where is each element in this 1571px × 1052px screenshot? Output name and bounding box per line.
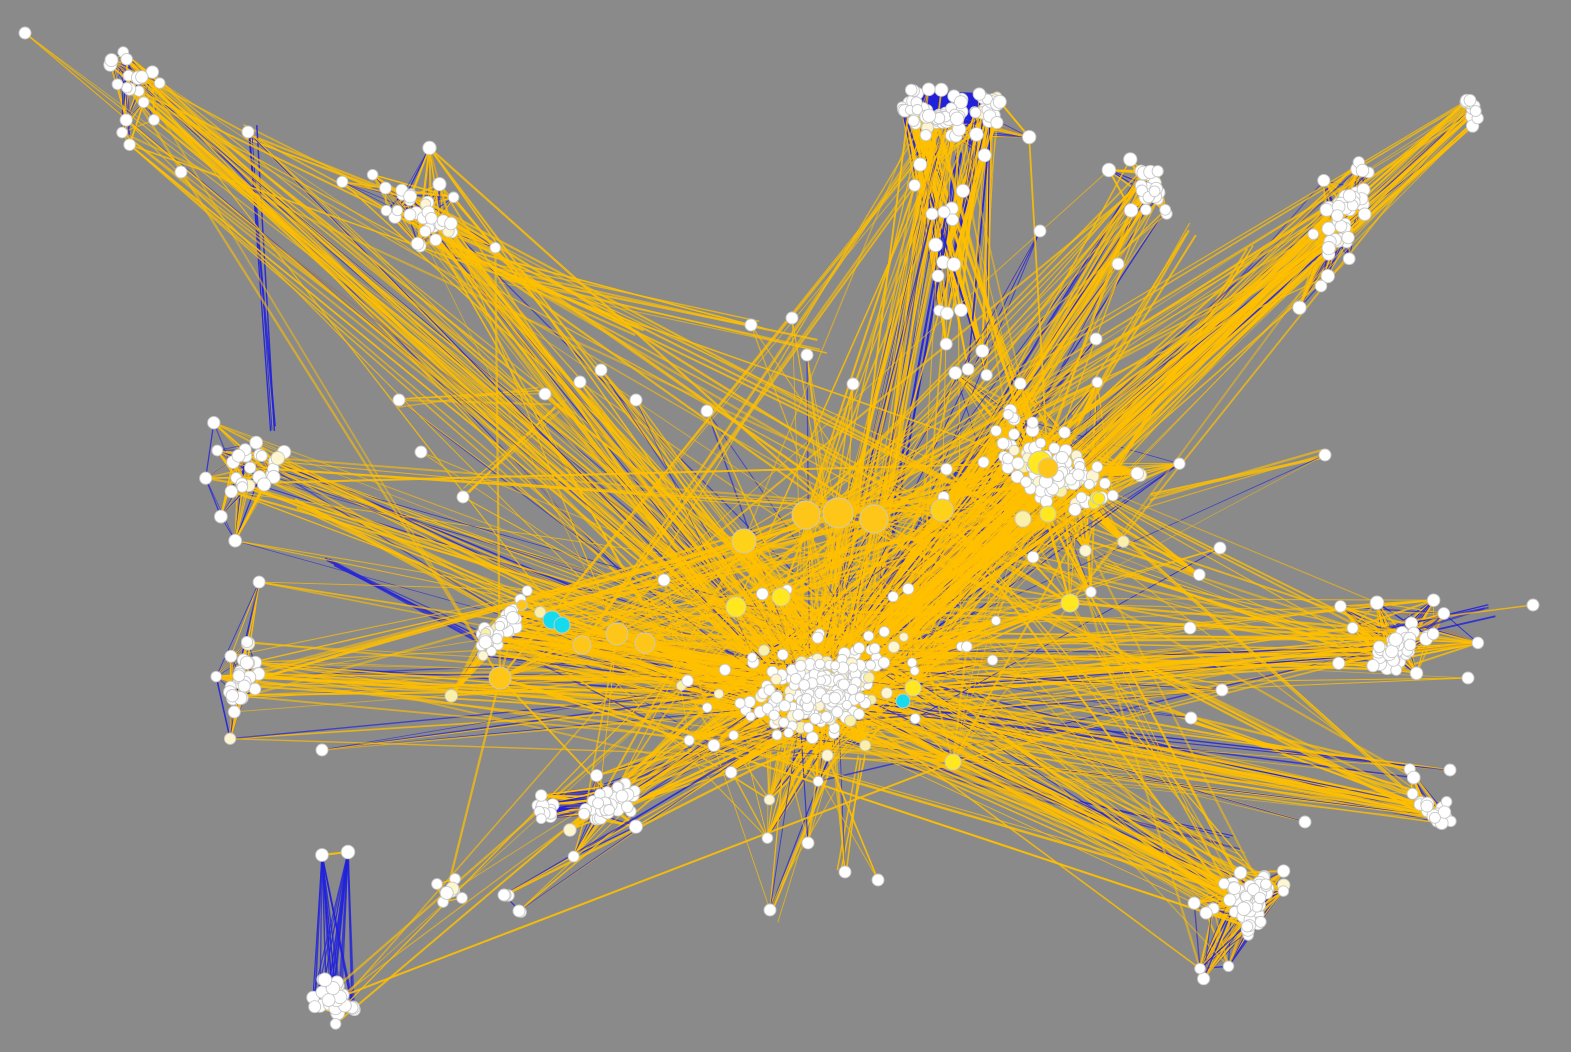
graph-edge [205,466,251,479]
graph-edge [109,64,127,121]
graph-edge [205,422,215,479]
graph-edge [234,484,265,541]
graph-edge [215,581,260,677]
graph-edge [230,581,260,657]
graph-edge [409,147,431,197]
graph-edge [215,676,231,739]
graph-edge [205,478,236,541]
edge-layer [24,32,1534,1025]
graph-edge [205,477,222,517]
graph-edge [234,485,250,541]
graph-edge [999,101,1030,138]
